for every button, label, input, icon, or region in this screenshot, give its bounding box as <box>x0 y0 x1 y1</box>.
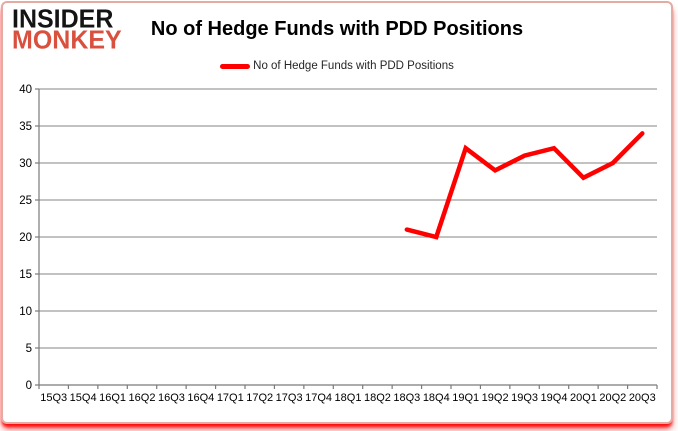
y-axis-label: 40 <box>19 84 32 96</box>
x-axis-label: 15Q4 <box>70 392 97 404</box>
x-axis-label: 16Q3 <box>158 392 185 404</box>
series-line-hedge-funds <box>404 131 645 240</box>
line-chart-plot-area: 0 5 10 15 20 25 30 35 40 15Q3 15Q4 16Q1 16Q2 16Q3 16Q4… <box>19 84 658 404</box>
chart-title: No of Hedge Funds with PDD Positions <box>150 18 524 40</box>
y-axis-label: 20 <box>19 232 32 244</box>
x-axis-label: 17Q2 <box>246 392 273 404</box>
insider-monkey-logo[interactable]: INSIDER MONKEY <box>12 4 122 55</box>
y-axis-label: 35 <box>19 121 32 133</box>
y-axis-label: 15 <box>19 269 32 281</box>
legend: No of Hedge Funds with PDD Positions <box>3 60 671 72</box>
x-axis-label: 17Q4 <box>305 392 332 404</box>
x-axis-label: 19Q1 <box>452 392 479 404</box>
x-axis-label: 18Q2 <box>364 392 391 404</box>
x-axis-label: 17Q3 <box>276 392 303 404</box>
y-axis-label: 5 <box>26 343 32 355</box>
legend-series-label: No of Hedge Funds with PDD Positions <box>253 60 454 72</box>
x-axis-label: 18Q3 <box>393 392 420 404</box>
chart-card: 0 5 10 15 20 25 30 35 40 15Q3 15Q4 16Q1 16Q2 16Q3 16Q4… <box>1 1 673 424</box>
x-axis-label: 19Q3 <box>511 392 538 404</box>
x-axis-label: 20Q3 <box>629 392 656 404</box>
x-axis-label: 19Q2 <box>482 392 509 404</box>
y-axis-label: 25 <box>19 195 32 207</box>
x-axis-label: 18Q4 <box>423 392 450 404</box>
x-axis-label: 20Q2 <box>599 392 626 404</box>
y-axis-label: 10 <box>19 306 32 318</box>
x-axis-label: 15Q3 <box>40 392 67 404</box>
y-axis-label: 0 <box>26 380 32 392</box>
x-axis-label: 16Q2 <box>129 392 156 404</box>
x-axis-label: 18Q1 <box>335 392 362 404</box>
x-axis-label: 16Q4 <box>187 392 214 404</box>
x-axis-label: 19Q4 <box>541 392 568 404</box>
y-axis-label: 30 <box>19 158 32 170</box>
x-axis-label: 17Q1 <box>217 392 244 404</box>
x-axis-label: 16Q1 <box>99 392 126 404</box>
logo-text-insider: INSIDER <box>12 4 114 34</box>
x-axis-label: 20Q1 <box>570 392 597 404</box>
logo-text-monkey: MONKEY <box>12 25 122 55</box>
legend-line-sample-icon <box>220 63 251 69</box>
